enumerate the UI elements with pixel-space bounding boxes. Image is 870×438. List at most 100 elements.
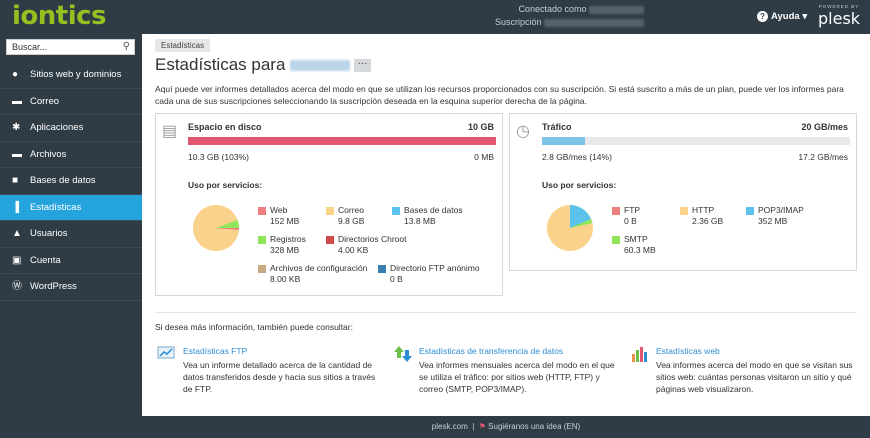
disk-usage-title: Uso por servicios: [188,180,263,190]
legend-item: Archivos de configuración 8.00 KB [258,263,367,285]
traffic-title: Tráfico [542,122,572,132]
sidebar-item-cuenta[interactable]: ▣ Cuenta [0,248,142,274]
chevron-down-icon: ▾ [802,11,808,22]
legend-name: Web [270,205,288,215]
help-menu[interactable]: ? Ayuda ▾ [757,11,807,22]
legend-swatch [326,206,334,215]
more-actions-button[interactable]: ··· [354,59,372,73]
traffic-limit: 20 GB/mes [801,122,848,132]
traffic-panel: ◷ Tráfico 20 GB/mes 2.8 GB/mes (14%) 17.… [509,113,857,271]
search-placeholder: Buscar... [12,42,48,52]
traffic-usage-bar [542,137,850,145]
legend-item: Directorios Chroot 4.00 KB [326,234,407,256]
legend-value: 0 B [624,216,637,226]
gear-icon: ✱ [12,122,21,133]
traffic-usage-fill [542,137,586,145]
legend-value: 352 MB [758,216,788,226]
web-stats-desc: Vea informes acerca del modo en que se v… [656,360,853,394]
sidebar-item-label: Correo [30,95,60,107]
legend-swatch [680,206,688,215]
legend-item: POP3/IMAP 352 MB [746,205,804,227]
disk-used: 10.3 GB (103%) [188,152,249,162]
sidebar-item-label: Cuenta [30,254,61,266]
account-info: Conectado como Suscripción [495,3,644,29]
disk-pie-chart [193,205,240,251]
legend-name: Bases de datos [404,205,463,215]
top-bar: iontics Conectado como Suscripción ? Ayud… [0,0,870,34]
legend-name: Archivos de configuración [270,263,368,273]
traffic-pie-pop3 [570,205,591,228]
user-icon: ▲ [12,228,22,239]
plesk-name: plesk [818,9,861,28]
mail-icon: ▬ [12,95,22,107]
ftp-stats-desc: Vea un informe detallado acerca de la ca… [183,360,376,394]
legend-swatch [258,235,266,244]
sidebar-item-label: Bases de datos [30,175,96,186]
help-icon: ? [757,11,768,22]
breadcrumb[interactable]: Estadísticas [155,39,211,52]
page-title: Estadísticas para ··· [155,55,372,75]
legend-value: 0 B [390,274,403,284]
transfer-stats-link[interactable]: Estadísticas de transferencia de datos [419,346,564,356]
legend-name: Correo [338,205,364,215]
legend-value: 152 MB [270,216,300,226]
web-stats-icon [632,347,647,362]
search-icon[interactable]: ⚲ [122,41,130,52]
domain-redacted [290,60,351,72]
more-info-text: Si desea más información, también puede … [155,322,353,332]
sidebar-item-label: Archivos [30,148,67,160]
sidebar-item-label: Usuarios [30,228,68,239]
sidebar-item-usuarios[interactable]: ▲ Usuarios [0,221,142,248]
sidebar-item-estadísticas[interactable]: ▐ Estadísticas [0,194,142,221]
traffic-remaining: 17.2 GB/mes [798,152,848,162]
legend-swatch [612,206,620,215]
sidebar-item-correo[interactable]: ▬ Correo [0,89,142,115]
disk-pie-web [216,228,239,230]
traffic-usage-title: Uso por servicios: [542,180,617,190]
traffic-pie-smtp [570,219,593,228]
globe-icon: ● [12,69,19,80]
legend-swatch [746,206,754,215]
disk-limit: 10 GB [467,122,494,132]
sidebar: Buscar... ⚲ ● Sitios web y dominios ▬ Correo… [0,34,142,438]
legend-value: 8.00 KB [270,274,301,284]
web-stats-link[interactable]: Estadísticas web [656,346,720,356]
subscription-select[interactable] [544,18,644,27]
legend-name: FTP [624,205,641,215]
page-title-text: Estadísticas para [155,55,286,74]
legend-value: 4.00 KB [338,245,369,255]
traffic-pie-chart [547,205,593,251]
legend-name: POP3/IMAP [758,205,804,215]
username-redacted[interactable] [589,5,644,14]
disk-usage-fill [188,137,496,145]
footer: plesk.com | ⚑ Sugiéranos una idea (EN) [142,416,870,438]
legend-name: SMTP [624,234,648,244]
legend-name: Directorio FTP anónimo [390,263,480,273]
sidebar-item-archivos[interactable]: ▬ Archivos [0,142,142,168]
legend-value: 13.8 MB [404,216,436,226]
plesk-logo: POWERED BY plesk [818,4,860,28]
subscription-label: Suscripción [494,17,542,27]
account-icon: ▣ [12,254,22,266]
transfer-arrows-icon [394,346,412,362]
bar-chart-icon: ▐ [12,201,20,213]
help-label: Ayuda [771,11,800,22]
disk-pie-registros [216,220,240,228]
legend-swatch [612,235,620,244]
sidebar-item-wordpress[interactable]: Ⓦ WordPress [0,274,142,301]
ftp-stats-link[interactable]: Estadísticas FTP [183,346,248,356]
sidebar-item-aplicaciones[interactable]: ✱ Aplicaciones [0,115,142,142]
database-icon: ■ [12,175,19,186]
sidebar-item-bases-de-datos[interactable]: ■ Bases de datos [0,168,142,195]
traffic-used: 2.8 GB/mes (14%) [542,152,612,162]
suggest-idea-link[interactable]: Sugiéranos una idea (EN) [488,422,581,431]
legend-swatch [258,264,266,273]
disk-title: Espacio en disco [188,122,262,132]
legend-swatch [326,235,334,244]
powered-by: POWERED BY [818,4,860,9]
wordpress-icon: Ⓦ [12,281,22,292]
sidebar-item-sitios-web-y-dominios[interactable]: ● Sitios web y dominios [0,62,142,89]
search-input[interactable]: Buscar... ⚲ [6,39,135,55]
plesk-site-link[interactable]: plesk.com [431,422,468,431]
ftp-stats-icon [157,346,175,359]
